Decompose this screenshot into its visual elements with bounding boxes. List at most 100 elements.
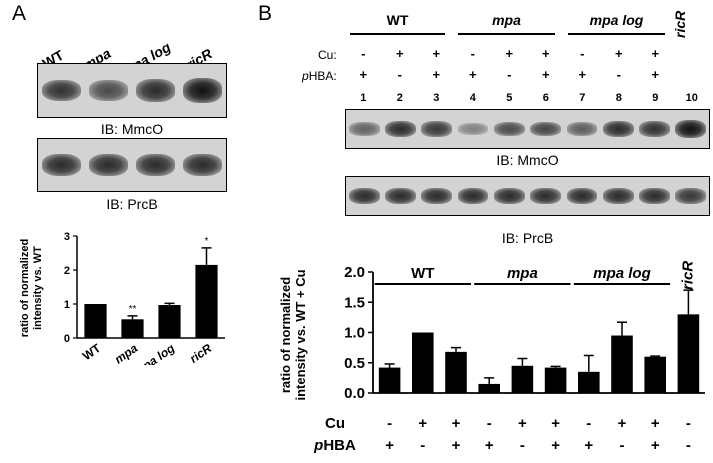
x-tick-label: ricR [187, 341, 214, 365]
mmco-band [639, 121, 670, 137]
prcb-band [457, 187, 489, 205]
panel-b-prcb-blot [345, 176, 710, 216]
mmco-band [566, 122, 598, 136]
y-tick-label: 3 [64, 231, 70, 243]
cu-row-label: Cu [325, 415, 345, 432]
cu-symbol: - [586, 415, 591, 432]
group-label: WT [411, 265, 434, 282]
panel-b-ricr-label: ricR [672, 10, 688, 38]
lane-number: 6 [542, 92, 549, 104]
bar [412, 332, 434, 393]
mmco-band [530, 121, 562, 137]
phba-symbol: - [420, 437, 425, 454]
prcb-band [348, 187, 380, 205]
panel-b-group-underline [568, 33, 665, 35]
phba-row-label: pHBA: [302, 69, 337, 83]
phba-symbol: + [359, 67, 368, 82]
phba-symbol: + [584, 437, 593, 454]
bar [544, 367, 567, 393]
lane-number: 3 [433, 92, 440, 104]
panel-b-mmco-blot [345, 109, 710, 149]
cu-row-label: Cu: [318, 48, 337, 62]
cu-symbol: - [487, 415, 492, 432]
phba-symbol: - [616, 67, 621, 82]
lane-number: 5 [506, 92, 513, 104]
y-tick-label: 0.5 [344, 355, 365, 372]
phba-symbol: + [651, 67, 660, 82]
y-axis-label: ratio of normalizedintensity vs. WT + Cu [278, 269, 308, 400]
phba-symbol: + [541, 67, 550, 82]
panel-b-group-label: WT [386, 12, 409, 28]
bar [445, 351, 467, 393]
phba-row-label: pHBA [313, 437, 356, 454]
lane-number: 4 [469, 92, 476, 104]
bar [611, 335, 633, 393]
x-tick-label: WT [80, 341, 104, 364]
y-tick-label: 2.0 [344, 264, 365, 281]
bar [578, 371, 600, 393]
panel-a-prcb-blot [37, 138, 227, 192]
y-tick-label: 1.0 [344, 325, 365, 342]
panel-b-letter: B [258, 2, 273, 25]
group-label: ricR [679, 261, 696, 290]
panel-a-prcb-label: IB: PrcB [106, 196, 158, 212]
prcb-band [493, 187, 525, 205]
lane-number: 10 [685, 92, 698, 104]
prcb-band [135, 153, 176, 177]
mmco-band [493, 121, 525, 137]
cu-symbol: + [505, 46, 514, 61]
mmco-band [135, 79, 176, 102]
cu-symbol: + [651, 415, 660, 432]
bar [378, 367, 401, 393]
prcb-band [675, 188, 707, 204]
phba-symbol: + [651, 437, 660, 454]
bar [121, 319, 144, 338]
panel-a-letter: A [12, 2, 27, 25]
phba-symbol: + [578, 67, 587, 82]
mmco-band [675, 120, 707, 138]
panel-b-group-label: mpa log [589, 12, 644, 28]
lane-number: 9 [652, 92, 659, 104]
y-tick-label: 1 [64, 299, 70, 311]
cu-symbol: - [470, 46, 475, 61]
prcb-band [41, 153, 82, 177]
significance-mark: * [205, 236, 209, 247]
prcb-band [530, 187, 562, 205]
y-tick-label: 2 [64, 265, 70, 277]
prcb-band [182, 153, 223, 177]
cu-symbol: - [580, 46, 585, 61]
phba-symbol: - [507, 67, 512, 82]
y-tick-label: 0.0 [344, 385, 365, 402]
phba-symbol: + [468, 67, 477, 82]
bar [195, 264, 218, 338]
phba-symbol: + [485, 437, 494, 454]
panel-a-mmco-blot [37, 63, 227, 118]
mmco-band [88, 80, 129, 101]
lane-number: 2 [396, 92, 403, 104]
panel-b-mmco-label: IB: MmcO [496, 152, 559, 168]
cu-symbol: + [418, 415, 427, 432]
prcb-band [88, 153, 129, 177]
bar [511, 365, 534, 393]
cu-symbol: - [387, 415, 392, 432]
mmco-band [602, 120, 634, 138]
cu-symbol: + [551, 415, 560, 432]
cu-symbol: - [361, 46, 366, 61]
cu-symbol: + [395, 46, 404, 61]
lane-number: 8 [615, 92, 622, 104]
prcb-band [421, 187, 453, 205]
y-axis-label: ratio of normalizedintensity vs. WT [19, 239, 44, 337]
mmco-band [457, 123, 489, 135]
bar [677, 314, 700, 393]
phba-symbol: + [432, 67, 441, 82]
phba-symbol: + [385, 437, 394, 454]
phba-symbol: - [520, 437, 525, 454]
group-label: mpa log [593, 265, 651, 282]
lane-number: 1 [360, 92, 367, 104]
panel-a-mmco-label: IB: MmcO [100, 121, 164, 137]
panel-b-group-underline [350, 33, 445, 35]
panel-b-group-label: mpa [492, 12, 521, 28]
phba-symbol: + [452, 437, 461, 454]
prcb-band [602, 187, 634, 205]
cu-symbol: + [452, 415, 461, 432]
